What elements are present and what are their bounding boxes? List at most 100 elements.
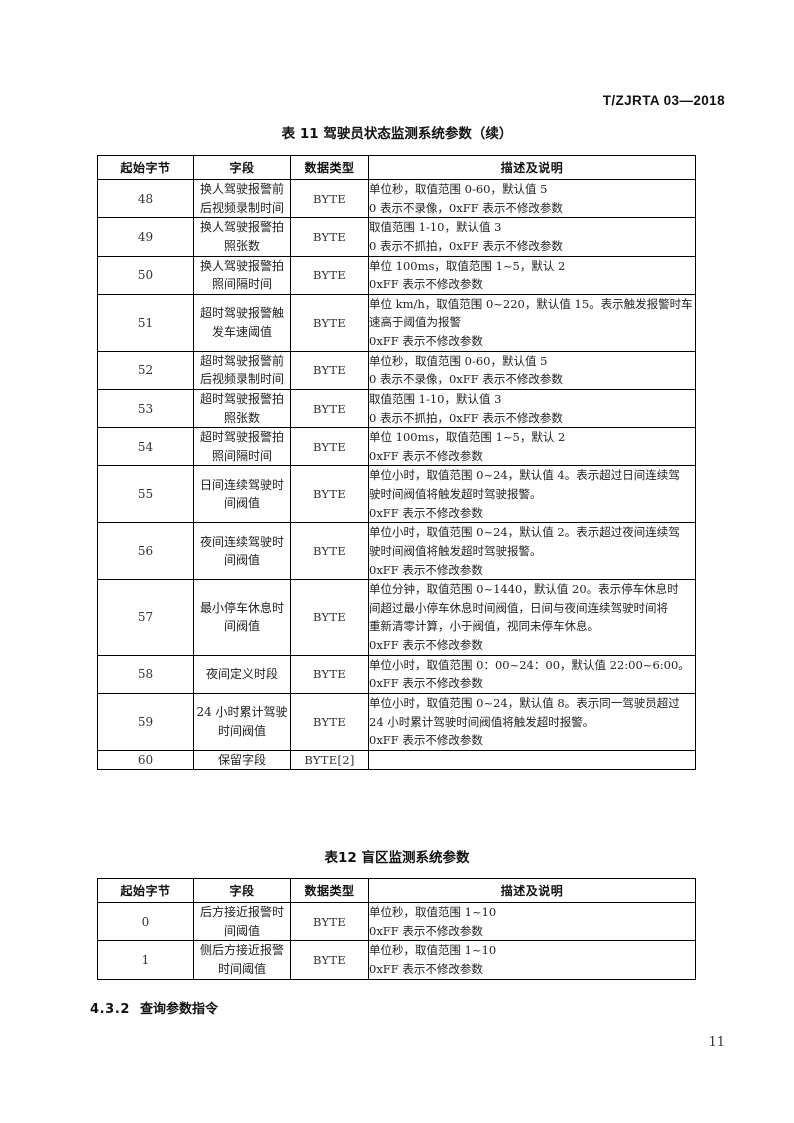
cell-data-type: BYTE: [290, 579, 369, 656]
column-header-data-type: 数据类型: [290, 878, 369, 903]
cell-field: 换人驾驶报警前 后视频录制时间: [193, 178, 291, 219]
field-line: 侧后方接近报警: [199, 943, 284, 958]
table-11-driver-status-monitoring-parameters: 起始字节 字段 数据类型 描述及说明 48 换人驾驶报警前 后视频录制时间 BYTE 单…: [97, 155, 696, 771]
description-line: 0 表示不抓拍，0xFF 表示不修改参数: [369, 238, 563, 253]
cell-field: 24 小时累计驾驶 时间阀值: [193, 692, 291, 751]
description-line: 0xFF 表示不修改参数: [369, 733, 483, 748]
description-line: 单位分钟，取值范围 0~1440，默认值 20。表示停车休息时: [369, 582, 679, 597]
description-line: 单位 100ms，取值范围 1~5，默认 2: [369, 258, 566, 273]
cell-start-byte: 49: [97, 217, 194, 257]
description-line: 取值范围 1-10，默认值 3: [369, 391, 502, 406]
table-row: 56 夜间连续驾驶时 间阀值 BYTE 单位小时，取值范围 0~24，默认值 2。表示超…: [97, 522, 696, 581]
field-line: 后视频录制时间: [199, 372, 284, 387]
table-row: 57 最小停车休息时 间阀值 BYTE 单位分钟，取值范围 0~1440，默认值 20。…: [97, 579, 696, 656]
cell-start-byte: 50: [97, 255, 194, 295]
cell-data-type: BYTE: [290, 940, 369, 980]
field-line: 超时驾驶报警前: [199, 353, 284, 368]
field-line: 照间隔时间: [211, 277, 272, 292]
field-line: 超时驾驶报警触: [199, 306, 284, 321]
field-line: 照间隔时间: [211, 448, 272, 463]
description-line: 0xFF 表示不修改参数: [369, 277, 483, 292]
table-row: 54 超时驾驶报警拍 照间隔时间 BYTE 单位 100ms，取值范围 1~5，默认 2…: [97, 427, 696, 467]
table-row: 51 超时驾驶报警触 发车速阈值 BYTE 单位 km/h，取值范围 0~220，默认值…: [97, 293, 696, 352]
description-line: 单位小时，取值范围 0~24，默认值 2。表示超过夜间连续驾: [369, 525, 680, 540]
field-line: 后视频录制时间: [199, 200, 284, 215]
description-line: 单位小时，取值范围 0：00~24：00，默认值 22:00~6:00。: [369, 657, 690, 672]
cell-field: 换人驾驶报警拍 照张数: [193, 217, 291, 257]
field-line: 间阀值: [223, 553, 260, 568]
description-line: 0xFF 表示不修改参数: [369, 334, 483, 348]
description-line: 0 表示不录像，0xFF 表示不修改参数: [369, 372, 563, 387]
cell-start-byte: 0: [97, 901, 194, 942]
description-line: 单位 km/h，取值范围 0~220，默认值 15。表示触发报警时车: [369, 296, 693, 311]
cell-description: 单位秒，取值范围 0-60，默认值 5 0 表示不录像，0xFF 表示不修改参数: [368, 178, 696, 219]
table-header-row: 起始字节 字段 数据类型 描述及说明: [97, 155, 696, 180]
cell-data-type: BYTE: [290, 427, 369, 467]
table-row: 60 保留字段 BYTE[2]: [97, 749, 696, 771]
cell-data-type: BYTE: [290, 522, 369, 581]
table-row: 58 夜间定义时段 BYTE 单位小时，取值范围 0：00~24：00，默认值 22:…: [97, 654, 696, 694]
cell-data-type: BYTE[2]: [290, 749, 369, 771]
description-line: 单位秒，取值范围 1~10: [369, 905, 497, 919]
cell-field: 超时驾驶报警拍 照间隔时间: [193, 427, 291, 467]
cell-description: 单位小时，取值范围 0~24，默认值 4。表示超过日间连续驾 驶时间阀值将触发超时…: [368, 465, 696, 524]
cell-start-byte: 55: [97, 465, 194, 524]
description-line: 单位小时，取值范围 0~24，默认值 4。表示超过日间连续驾: [369, 468, 680, 483]
cell-description: 单位小时，取值范围 0~24，默认值 2。表示超过夜间连续驾 驶时间阀值将触发超时…: [368, 522, 696, 581]
description-line: 0xFF 表示不修改参数: [369, 638, 483, 652]
table-row: 1 侧后方接近报警 时间阈值 BYTE 单位秒，取值范围 1~10 0xFF 表示不修改参…: [97, 940, 696, 980]
field-line: 换人驾驶报警拍: [199, 220, 284, 235]
section-heading-4-3-2: 4.3.2 查询参数指令: [90, 998, 218, 1017]
table-row: 59 24 小时累计驾驶 时间阀值 BYTE 单位小时，取值范围 0~24，默认值 8。…: [97, 692, 696, 751]
cell-field: 超时驾驶报警触 发车速阈值: [193, 293, 291, 352]
cell-field: 后方接近报警时 间阈值: [193, 901, 291, 942]
cell-start-byte: 59: [97, 692, 194, 751]
cell-data-type: BYTE: [290, 692, 369, 751]
cell-field: 日间连续驾驶时 间阀值: [193, 465, 291, 524]
cell-description: 单位秒，取值范围 0-60，默认值 5 0 表示不录像，0xFF 表示不修改参数: [368, 350, 696, 390]
cell-field: 最小停车休息时 间阀值: [193, 579, 291, 656]
cell-start-byte: 51: [97, 293, 194, 352]
cell-start-byte: 54: [97, 427, 194, 467]
page-number: 11: [708, 1035, 725, 1050]
field-line: 夜间定义时段: [205, 666, 278, 681]
field-line: 间阀值: [223, 496, 260, 511]
table-row: 50 换人驾驶报警拍 照间隔时间 BYTE 单位 100ms，取值范围 1~5，默认 2…: [97, 255, 696, 295]
cell-field: 超时驾驶报警前 后视频录制时间: [193, 350, 291, 390]
description-line: 取值范围 1-10，默认值 3: [369, 220, 502, 235]
description-line: 单位小时，取值范围 0~24，默认值 8。表示同一驾驶员超过: [369, 695, 680, 710]
description-line: 0xFF 表示不修改参数: [369, 562, 483, 577]
cell-description: 单位 km/h，取值范围 0~220，默认值 15。表示触发报警时车 速高于阈值为…: [368, 293, 696, 352]
cell-data-type: BYTE: [290, 465, 369, 524]
field-line: 夜间连续驾驶时: [199, 534, 284, 549]
description-line: 驶时间阀值将触发超时驾驶报警。: [369, 487, 542, 501]
field-line: 换人驾驶报警拍: [199, 258, 284, 273]
cell-field: 侧后方接近报警 时间阈值: [193, 940, 291, 980]
cell-start-byte: 56: [97, 522, 194, 581]
field-line: 照张数: [223, 410, 260, 425]
cell-data-type: BYTE: [290, 178, 369, 219]
description-line: 重新清零计算，小于阀值，视同未停车休息。: [369, 619, 599, 634]
field-line: 超时驾驶报警拍: [199, 430, 284, 445]
cell-description: 单位 100ms，取值范围 1~5，默认 2 0xFF 表示不修改参数: [368, 427, 696, 467]
cell-data-type: BYTE: [290, 255, 369, 295]
field-line: 间阀值: [223, 619, 260, 634]
column-header-data-type: 数据类型: [290, 155, 369, 180]
cell-description: 单位秒，取值范围 1~10 0xFF 表示不修改参数: [368, 901, 696, 942]
section-number: 4.3.2: [90, 1002, 131, 1017]
cell-field: 夜间连续驾驶时 间阀值: [193, 522, 291, 581]
table-12-blind-spot-monitoring-parameters: 起始字节 字段 数据类型 描述及说明 0 后方接近报警时 间阈值 BYTE 单位秒，取值…: [97, 878, 696, 980]
description-line: 单位秒，取值范围 0-60，默认值 5: [369, 182, 548, 196]
description-line: 速高于阈值为报警: [369, 315, 461, 330]
description-line: 间超过最小停车休息时间阀值，日间与夜间连续驾驶时间将: [369, 600, 668, 615]
cell-start-byte: 48: [97, 178, 194, 219]
cell-description: 单位 100ms，取值范围 1~5，默认 2 0xFF 表示不修改参数: [368, 255, 696, 295]
cell-data-type: BYTE: [290, 293, 369, 352]
description-line: 24 小时累计驾驶时间阀值将触发超时报警。: [369, 714, 595, 729]
field-line: 后方接近报警时: [199, 905, 284, 920]
field-line: 超时驾驶报警拍: [199, 391, 284, 406]
column-header-start-byte: 起始字节: [97, 878, 194, 903]
